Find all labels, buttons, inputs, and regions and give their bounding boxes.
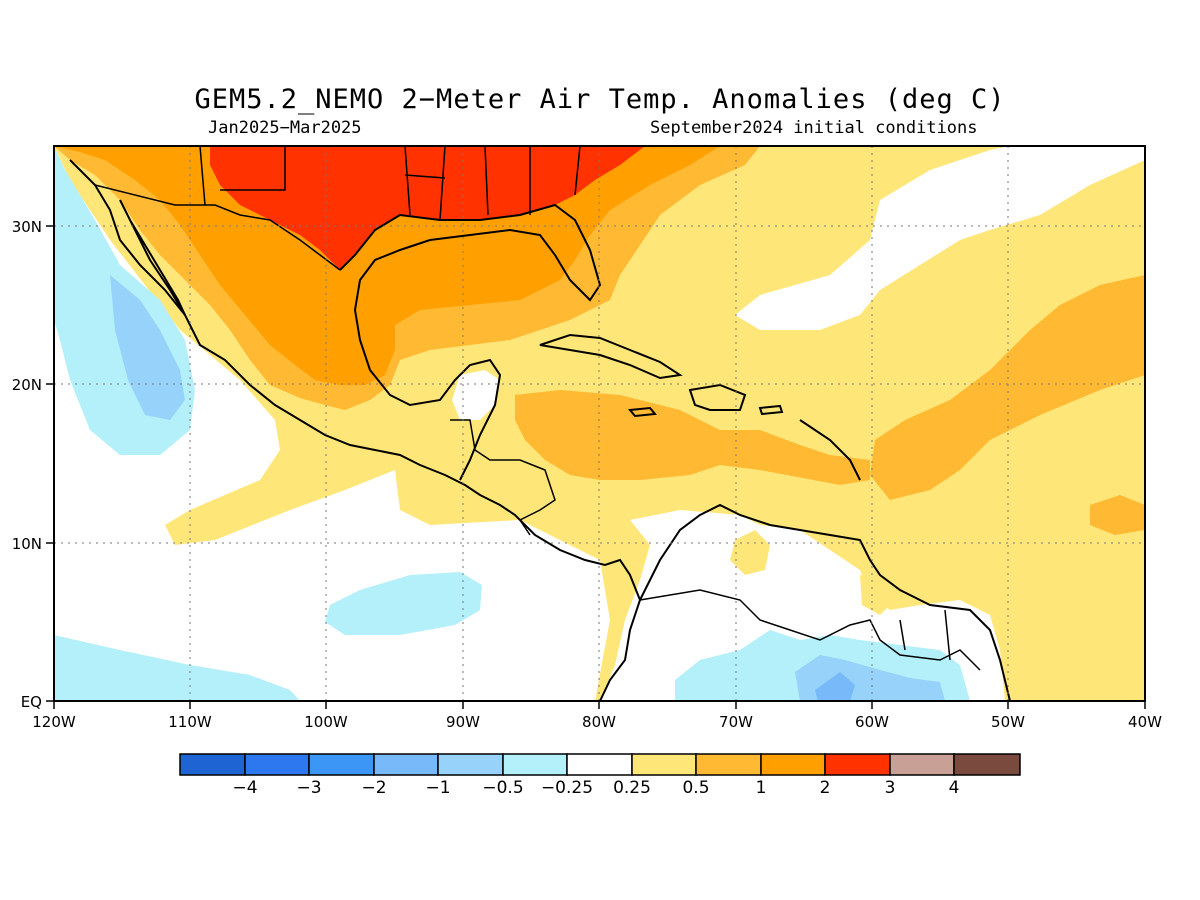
- lon-label: 70W: [719, 713, 753, 731]
- map-title: GEM5.2_NEMO 2−Meter Air Temp. Anomalies …: [194, 84, 1006, 115]
- lat-tick-marks: [46, 225, 54, 702]
- graticule: [54, 146, 1145, 701]
- country-borders: [94, 146, 981, 671]
- coastline-puerto-rico: [758, 404, 784, 416]
- border-us-states: [199, 146, 581, 221]
- coastlines: [69, 159, 1011, 701]
- lon-label: 50W: [991, 713, 1025, 731]
- colorbar-label: −3: [296, 778, 321, 798]
- colorbar-swatch: [179, 753, 246, 776]
- colorbar-label: 4: [949, 778, 960, 798]
- anomaly-region-pos-2: [210, 146, 645, 270]
- anomaly-region-pos-0-5-caribbean: [515, 390, 870, 485]
- colorbar-swatch: [889, 753, 955, 776]
- coastline-lesser-antilles: [799, 419, 861, 481]
- lon-label: 80W: [582, 713, 616, 731]
- colorbar-label: 3: [885, 778, 896, 798]
- anomaly-region-near-zero-atlantic: [735, 146, 1145, 330]
- colorbar-label: 2: [820, 778, 831, 798]
- anomaly-region-neg-0-5-pacific-equator: [54, 635, 300, 701]
- anomaly-region-pos-0-5-atlantic-east: [1090, 495, 1145, 535]
- colorbar-label: −0.5: [482, 778, 523, 798]
- lon-tick-marks: [53, 701, 1146, 709]
- coastline-south-america: [639, 503, 1011, 701]
- coastline-cuba: [539, 333, 683, 380]
- colorbar-swatch: [373, 753, 439, 776]
- lat-label: EQ: [21, 693, 42, 711]
- coastline-jamaica: [628, 406, 657, 418]
- lon-label: 40W: [1128, 713, 1162, 731]
- colorbar-label: −0.25: [541, 778, 593, 798]
- lat-label: 30N: [12, 218, 42, 236]
- anomaly-region-near-zero-yucatan: [452, 370, 500, 420]
- lon-label: 120W: [32, 713, 76, 731]
- anomaly-region-near-zero-pacific: [54, 146, 610, 701]
- colorbar-swatch: [760, 753, 826, 776]
- anomaly-region-neg-0-5-pacific-south: [325, 572, 482, 635]
- colorbar-label: −2: [361, 778, 386, 798]
- forecast-period: Jan2025−Mar2025: [208, 118, 362, 138]
- colorbar-swatch: [695, 753, 762, 776]
- coastline-north-america: [69, 159, 642, 701]
- colorbar-label: 1: [756, 778, 767, 798]
- coastline-baja: [119, 199, 186, 316]
- colorbar-label: −1: [425, 778, 450, 798]
- colorbar-swatch: [824, 753, 891, 776]
- anomaly-region-pos-0-25-south-america: [730, 530, 770, 575]
- colorbar-swatch: [502, 753, 568, 776]
- colorbar-label: 0.25: [613, 778, 651, 798]
- lat-label: 20N: [12, 376, 42, 394]
- coastline-hispaniola: [688, 383, 747, 411]
- anomaly-region-pos-0-25-guiana: [860, 575, 895, 615]
- colorbar: [179, 753, 1021, 776]
- colorbar-labels: −4 −3 −2 −1 −0.5 −0.25 0.25 0.5 1 2 3 4: [232, 778, 959, 798]
- lon-label: 110W: [168, 713, 212, 731]
- anomaly-field: [54, 146, 1145, 701]
- colorbar-swatch: [437, 753, 504, 776]
- border-south-america: [639, 589, 981, 671]
- colorbar-label: −4: [232, 778, 257, 798]
- anomaly-region-below-neg-2-south-america: [815, 672, 855, 701]
- coastline-gulf: [339, 203, 602, 481]
- colorbar-swatch: [953, 753, 1021, 776]
- colorbar-swatch: [244, 753, 310, 776]
- colorbar-swatch: [566, 753, 633, 776]
- colorbar-swatch: [631, 753, 697, 776]
- border-us-mexico: [94, 184, 341, 271]
- initial-conditions: September2024 initial conditions: [650, 118, 978, 138]
- lat-label: 10N: [12, 535, 42, 553]
- lon-label: 100W: [304, 713, 348, 731]
- lon-label: 90W: [446, 713, 480, 731]
- lon-label: 60W: [855, 713, 889, 731]
- colorbar-swatch: [308, 753, 375, 776]
- colorbar-label: 0.5: [682, 778, 709, 798]
- border-central-america: [450, 419, 556, 536]
- anomaly-region-pos-0-5-atlantic: [870, 275, 1145, 500]
